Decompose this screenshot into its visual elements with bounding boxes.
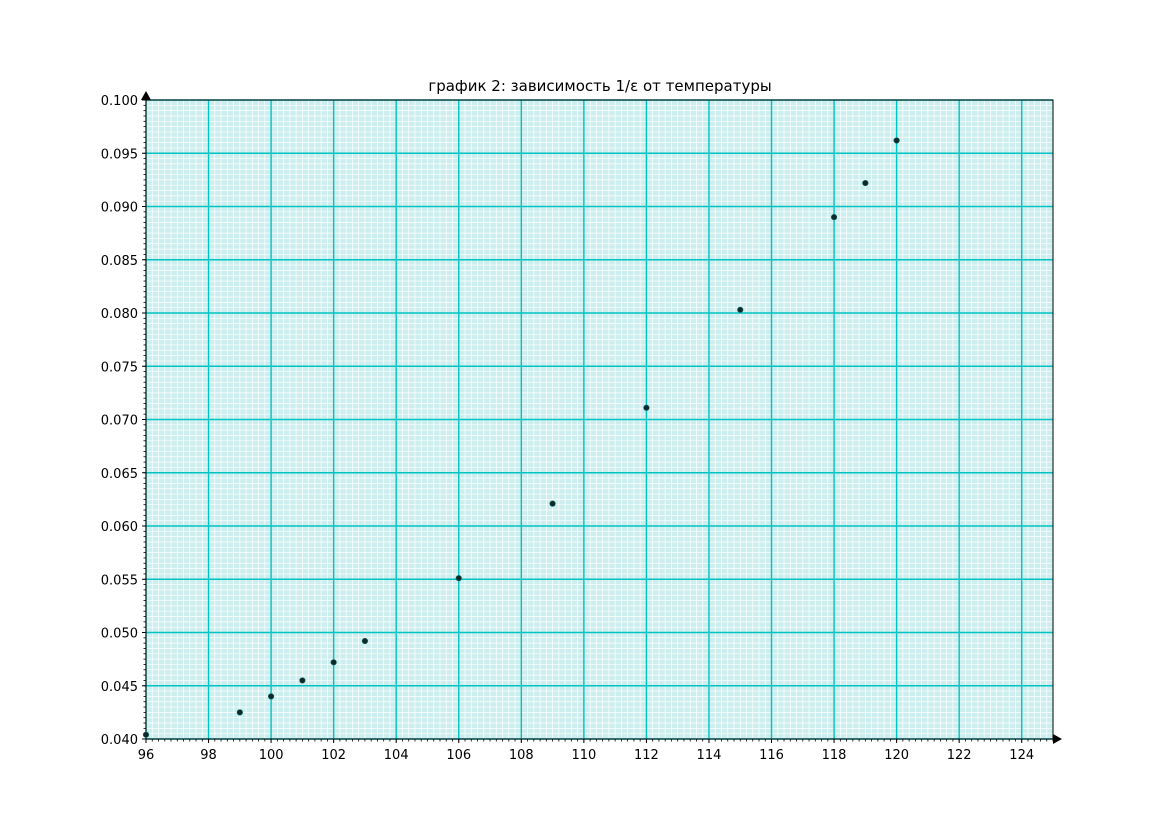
x-tick-label: 96 (138, 748, 155, 763)
y-tick-label: 0.100 (101, 94, 138, 109)
y-tick-label: 0.075 (101, 360, 138, 375)
x-tick-label: 106 (446, 748, 471, 763)
data-point (643, 404, 650, 411)
y-tick-label: 0.045 (101, 680, 138, 695)
x-tick-label: 108 (509, 748, 534, 763)
data-point (361, 637, 369, 645)
data-series (142, 137, 900, 738)
data-point (893, 137, 900, 144)
x-tick-label: 112 (634, 748, 659, 763)
data-point (737, 306, 744, 313)
x-tick-label: 114 (697, 748, 722, 763)
x-tick-label: 98 (200, 748, 217, 763)
data-point (330, 659, 337, 666)
data-point (549, 500, 556, 507)
y-tick-label: 0.090 (101, 201, 138, 216)
x-tick-label: 116 (759, 748, 784, 763)
x-tick-label: 102 (321, 748, 346, 763)
data-point (299, 677, 306, 684)
y-tick-label: 0.080 (101, 307, 138, 322)
y-tick-label: 0.070 (101, 414, 138, 429)
x-tick-label: 124 (1009, 748, 1034, 763)
y-tick-label: 0.085 (101, 254, 138, 269)
data-point (236, 709, 243, 716)
x-tick-label: 118 (822, 748, 847, 763)
y-tick-label: 0.055 (101, 573, 138, 588)
x-tick-label: 104 (384, 748, 409, 763)
x-axis-arrow (1053, 734, 1062, 744)
data-point (830, 214, 838, 221)
y-tick-label: 0.050 (101, 627, 138, 642)
y-tick-label: 0.060 (101, 520, 138, 535)
chart-title: график 2: зависимость 1/ε от температуры (428, 77, 771, 95)
x-tick-label: 110 (571, 748, 596, 763)
x-tick-label: 100 (259, 748, 284, 763)
data-point (268, 693, 275, 700)
y-tick-label: 0.095 (101, 147, 138, 162)
x-tick-label: 122 (947, 748, 972, 763)
data-point (862, 179, 869, 187)
y-axis-arrow (141, 91, 151, 100)
data-point (142, 731, 150, 738)
y-tick-label: 0.040 (101, 733, 138, 748)
x-tick-label: 120 (884, 748, 909, 763)
y-tick-label: 0.065 (101, 467, 138, 482)
data-point (455, 575, 462, 582)
